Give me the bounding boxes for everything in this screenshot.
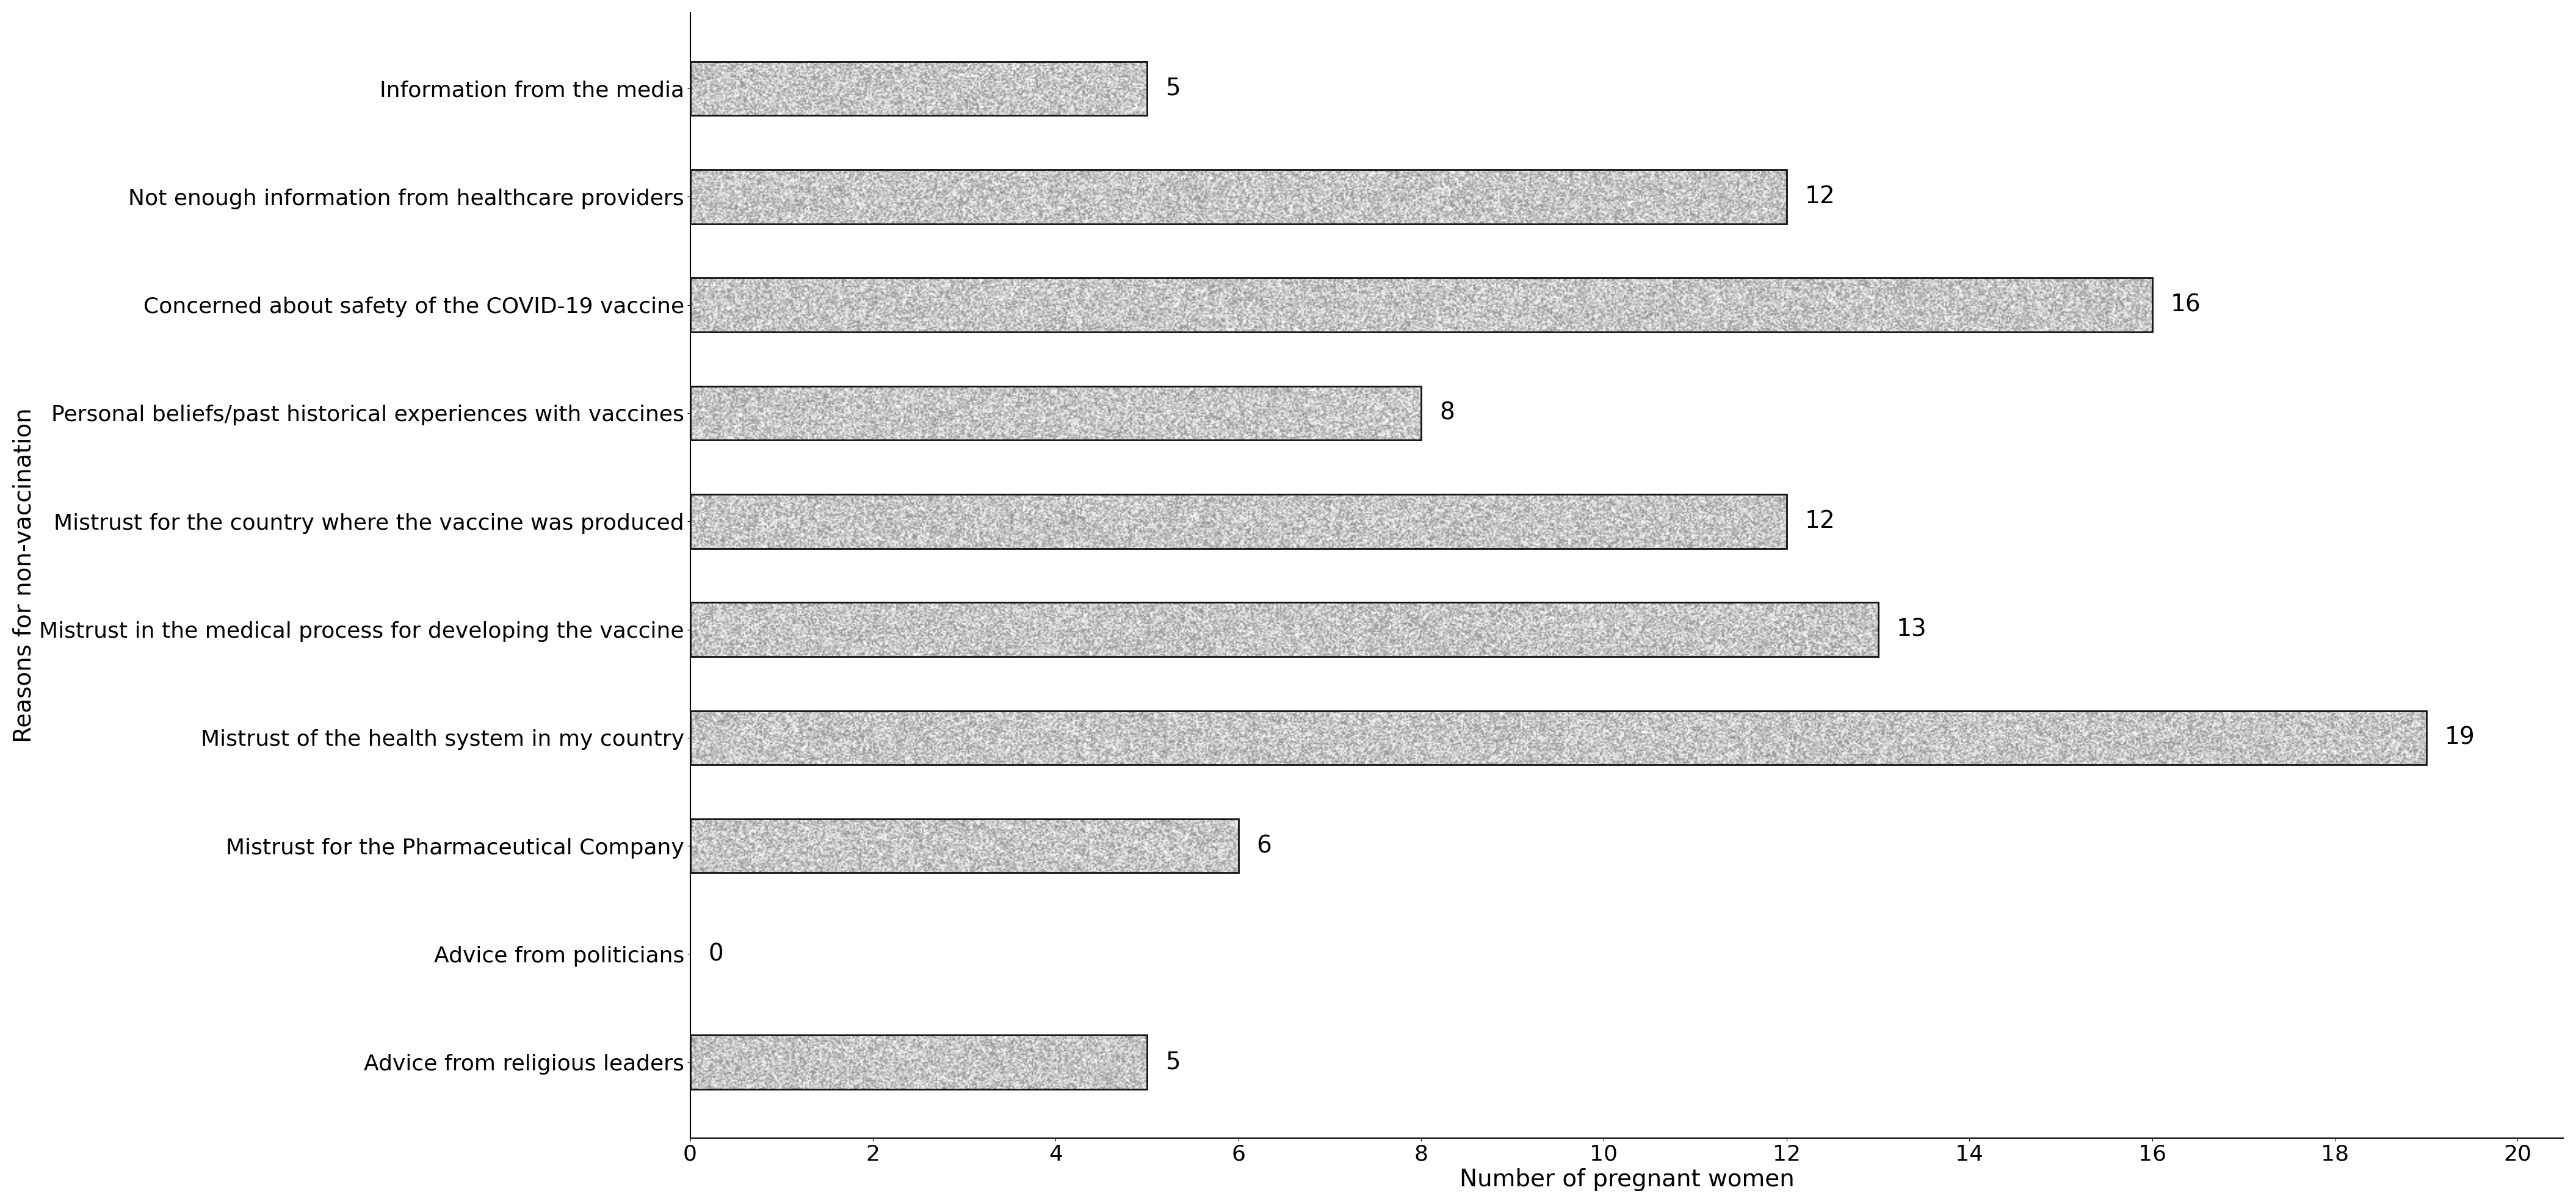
Bar xyxy=(690,602,1878,656)
Bar xyxy=(690,278,2151,332)
Text: 5: 5 xyxy=(1164,1051,1180,1074)
Text: 19: 19 xyxy=(2445,726,2476,749)
Bar xyxy=(690,170,1788,224)
Bar xyxy=(690,61,1146,116)
Text: 5: 5 xyxy=(1164,77,1180,100)
Text: 8: 8 xyxy=(1440,401,1455,425)
Bar xyxy=(690,494,1788,548)
Bar xyxy=(690,1035,1146,1090)
Text: 12: 12 xyxy=(1806,185,1834,208)
Bar xyxy=(690,386,1422,441)
Text: 12: 12 xyxy=(1806,509,1834,533)
Text: 16: 16 xyxy=(2172,294,2200,317)
X-axis label: Number of pregnant women: Number of pregnant women xyxy=(1458,1168,1795,1191)
Bar xyxy=(690,710,2427,765)
Text: 6: 6 xyxy=(1257,834,1273,857)
Bar xyxy=(690,819,1239,873)
Text: 0: 0 xyxy=(708,943,724,966)
Text: 13: 13 xyxy=(1896,618,1927,641)
Y-axis label: Reasons for non-vaccination: Reasons for non-vaccination xyxy=(13,408,36,743)
